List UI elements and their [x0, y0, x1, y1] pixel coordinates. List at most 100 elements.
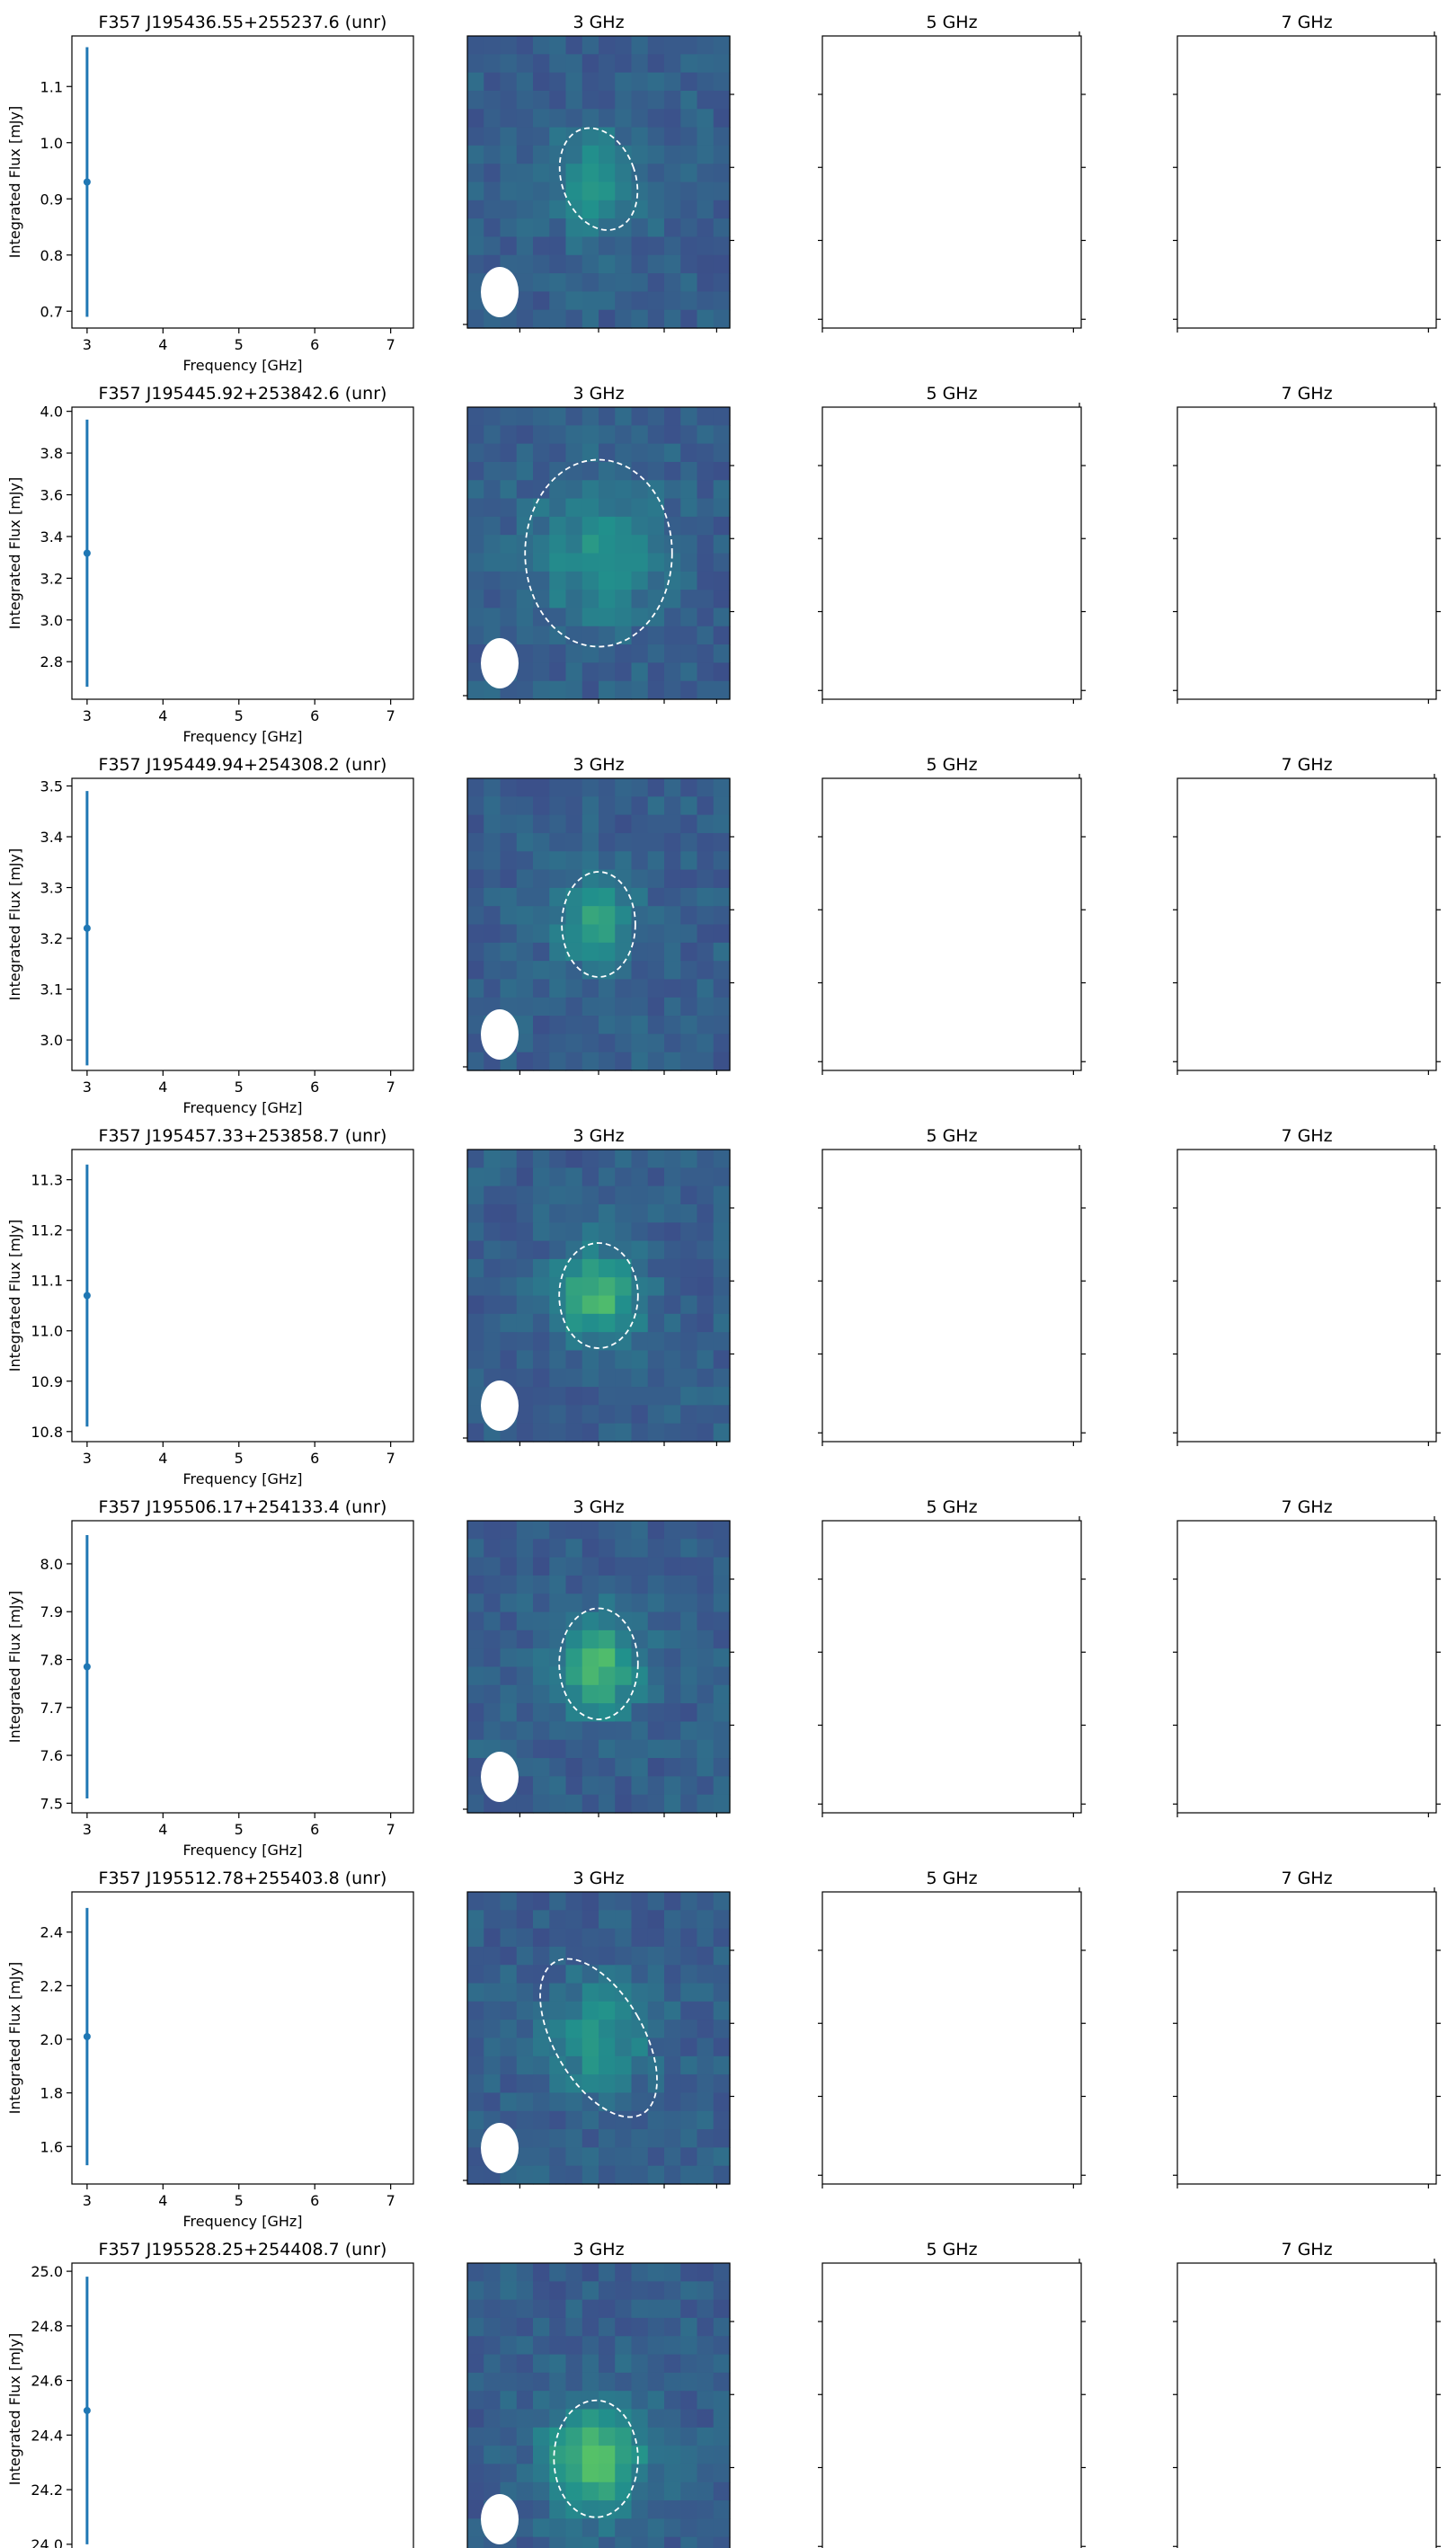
image-pixel [533, 309, 550, 329]
image-pixel [647, 814, 665, 834]
image-pixel [516, 498, 534, 518]
image-pixel [680, 1258, 698, 1278]
image-pixel [467, 814, 484, 834]
image-pixel [697, 906, 715, 926]
image-pixel [549, 273, 567, 292]
image-pixel [599, 1277, 616, 1297]
image-pixel [549, 1150, 567, 1168]
image-pixel [549, 1387, 567, 1406]
image-pixel [615, 2165, 633, 2185]
image-pixel [615, 200, 633, 219]
image-pixel [631, 1910, 649, 1930]
image-pixel [549, 1034, 567, 1053]
image-pixel [599, 1240, 616, 1260]
image-pixel [516, 644, 534, 663]
image-pixel [533, 644, 550, 663]
image-pixel [647, 906, 665, 926]
image-pixel [599, 680, 616, 700]
image-pixel [680, 2536, 698, 2548]
image-pixel [500, 1167, 518, 1187]
image-pixel [680, 1167, 698, 1187]
image-pixel [500, 590, 518, 609]
image-pixel [631, 1703, 649, 1723]
image-pixel [713, 2481, 731, 2501]
image-pixel [516, 127, 534, 146]
image-pixel [565, 887, 583, 907]
image-pixel [647, 662, 665, 682]
image-pixel [631, 236, 649, 256]
image-pixel [516, 851, 534, 871]
figure-row: F357 J195512.78+255403.8 (unr)3 4 5 6 71.61.… [6, 1869, 1441, 2230]
image-pixel [599, 2299, 616, 2319]
image-pixel [565, 2464, 583, 2483]
image-pixel [484, 36, 502, 55]
image-pixel [549, 2001, 567, 2020]
image-pixel [500, 906, 518, 926]
image-pixel [680, 1332, 698, 1352]
image-pixel [664, 2446, 681, 2465]
figure-row: F357 J195528.25+254408.7 (unr)3456724.02… [6, 2240, 1441, 2548]
image-pixel [599, 498, 616, 518]
x-axis-label: Frequency [GHz] [182, 2213, 302, 2230]
image-pixel [664, 778, 681, 797]
image-pixel [697, 1739, 715, 1759]
image-pixel [713, 553, 731, 573]
image-pixel [615, 1350, 633, 1370]
image-pixel [565, 127, 583, 146]
image-pixel [549, 778, 567, 797]
image-pixel [647, 1557, 665, 1576]
image-pixel [484, 1150, 502, 1168]
image-pixel [615, 182, 633, 201]
image-pixel [533, 1350, 550, 1370]
image-pixel [713, 1776, 731, 1796]
image-pixel [516, 1575, 534, 1594]
source-ellipse [553, 2399, 639, 2518]
image-pixel [582, 1794, 599, 1814]
image-pixel [500, 814, 518, 834]
image-panel-5ghz: 5 GHz [818, 384, 1086, 704]
image-pixel [631, 1666, 649, 1686]
y-tick-label: 11.3 [31, 1172, 63, 1189]
y-tick-label: 0.9 [40, 191, 63, 208]
image-pixel [549, 1521, 567, 1540]
image-pixel [533, 2281, 550, 2301]
image-pixel [631, 1594, 649, 1613]
image-pixel [647, 1910, 665, 1930]
y-tick-label: 3.6 [40, 487, 63, 504]
image-pixel [631, 2481, 649, 2501]
image-pixel [549, 1794, 567, 1814]
image-pixel [467, 1539, 484, 1558]
image-pixel [500, 1946, 518, 1966]
image-pixel [516, 1946, 534, 1966]
panel-title: 7 GHz [1281, 1869, 1332, 1888]
figure-row: F357 J195445.92+253842.6 (unr)3 4 5 6 72.83.… [6, 384, 1441, 745]
image-pixel [484, 1332, 502, 1352]
image-pixel [697, 662, 715, 682]
image-pixel [697, 2336, 715, 2356]
image-pixel [697, 942, 715, 962]
image-pixel [599, 200, 616, 219]
image-pixel [697, 2147, 715, 2167]
image-pixel [549, 1721, 567, 1741]
image-pixel [697, 1776, 715, 1796]
image-pixel [713, 997, 731, 1017]
image-pixel [647, 869, 665, 889]
image-pixel [647, 127, 665, 146]
image-pixel [467, 906, 484, 926]
image-pixel [516, 1557, 534, 1576]
image-pixel [680, 906, 698, 926]
image-pixel [713, 2500, 731, 2519]
image-pixel [647, 2263, 665, 2282]
image-pixel [599, 273, 616, 292]
image-pixel [615, 36, 633, 55]
image-pixel [533, 1185, 550, 1205]
image-pixel [484, 2372, 502, 2392]
image-pixel [697, 425, 715, 445]
panel-title: 3 GHz [573, 13, 624, 32]
image-pixel [599, 407, 616, 426]
image-pixel [631, 2372, 649, 2392]
image-pixel [484, 571, 502, 590]
image-pixel [467, 1052, 484, 1071]
image-pixel [697, 2464, 715, 2483]
image-pixel [565, 2536, 583, 2548]
